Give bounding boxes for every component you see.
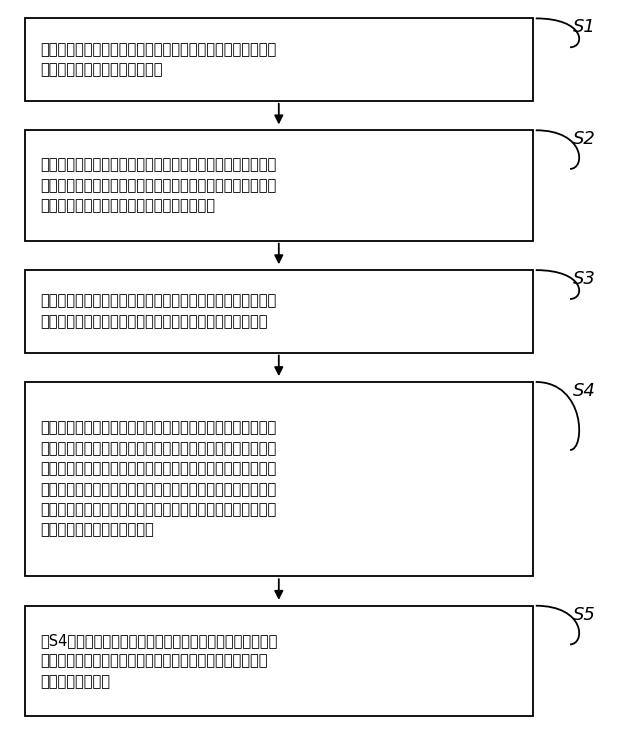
Bar xyxy=(25,606,533,716)
Bar xyxy=(25,130,533,241)
Text: S3: S3 xyxy=(573,270,596,288)
Text: 相机控制单元通过步进电机驱动相机在测量范围内，沿轮齿延
伸方向进行步进移动，并在每次移动后获取轮齿的序列图像: 相机控制单元通过步进电机驱动相机在测量范围内，沿轮齿延 伸方向进行步进移动，并在… xyxy=(40,294,277,329)
Text: 打开光源，圆弧方向控制器通过控制圆弧对中装置驱动图像采
集模块在进行圆弧移动，当两个光感元件同时感应到轮齿端面
反射光时，停止运动，从而实现圆弧方向对中: 打开光源，圆弧方向控制器通过控制圆弧对中装置驱动图像采 集模块在进行圆弧移动，当… xyxy=(40,158,277,213)
Text: S2: S2 xyxy=(573,130,596,148)
Text: 纵向控制器通过控制纵向对中装置驱动图像采集模块在纵向方
向移动，在纵向方向上对中轮齿: 纵向控制器通过控制纵向对中装置驱动图像采集模块在纵向方 向移动，在纵向方向上对中… xyxy=(40,42,277,77)
Text: S1: S1 xyxy=(573,18,596,36)
Bar xyxy=(25,270,533,353)
Text: 对S4中测量的数据进行保存，进行下次测量时，重复以上步
骤，测出这一次轮齿体积，跟上一次测量结果进行对比，计
算轮齿体积磨损量: 对S4中测量的数据进行保存，进行下次测量时，重复以上步 骤，测出这一次轮齿体积，… xyxy=(40,633,278,689)
Bar xyxy=(25,18,533,101)
Bar xyxy=(25,382,533,576)
Text: S5: S5 xyxy=(573,606,596,623)
Text: 把全部序列图像导入磨损测量模块，进行图像处理以使每一序
列图像具有相同的图像视场和图像分辨率，然后对图像进行预
处理，提取每一预处理序列图像的清晰像素点，以构建: 把全部序列图像导入磨损测量模块，进行图像处理以使每一序 列图像具有相同的图像视场… xyxy=(40,421,277,537)
Text: S4: S4 xyxy=(573,382,596,400)
